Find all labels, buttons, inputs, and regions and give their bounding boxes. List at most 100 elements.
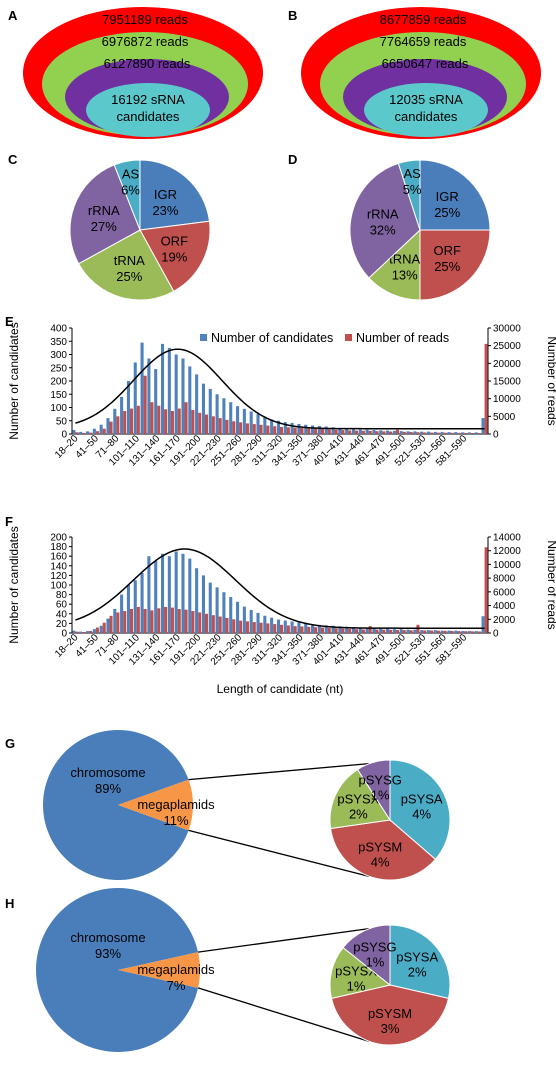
ellipse-a-layer-4 [86,83,210,137]
bar-candidates [317,426,321,434]
sub-slice-psysa [389,924,451,999]
bar-reads [109,421,113,434]
y2-tick-label: 12000 [493,546,521,557]
bar-candidates [215,394,219,434]
y-tick-label: 100 [50,403,67,414]
bar-reads [436,432,440,434]
pie-slice-orf [419,229,491,301]
bar-reads [204,414,209,434]
y-tick-label: 120 [50,571,67,582]
bar-candidates [113,609,117,633]
bar-reads [116,416,120,434]
bar-reads [252,622,256,633]
panel-label-c: C [8,152,18,167]
bar-candidates [229,402,233,434]
bar-candidates [399,431,403,434]
bar-reads [280,426,284,434]
bar-candidates [324,625,328,633]
bar-reads [204,613,209,633]
panel-label-g: G [5,736,15,751]
bar-reads [218,616,222,633]
bar-candidates [433,630,437,633]
bar-reads [123,611,127,633]
bar-candidates [208,582,212,633]
bar-candidates [249,609,253,633]
bar-candidates [358,627,362,633]
bar-reads [314,428,318,434]
sub-label-psysm: pSYSM [368,1006,412,1021]
label-chromosome: chromosome [70,765,145,780]
bar-reads [423,432,427,434]
bar-chart-e: 0 50 100 150 200 250 300 350 400 0 5000 10000 15000 2… [7,322,556,468]
bar-candidates [440,630,444,633]
y2-tick-label: 0 [493,430,499,441]
bar-reads [341,430,345,434]
bar-candidates [195,374,199,434]
bar-reads [239,422,243,434]
connector-line-bottom [197,987,370,1043]
bar-candidates [270,419,274,434]
bar-reads [320,627,324,633]
pie-pct-rrna: 32% [370,222,396,237]
y-tick-label: 60 [56,600,68,611]
bar-reads [484,343,488,434]
bar-candidates [461,432,465,434]
bar-candidates [481,418,485,434]
pie-pct-orf: 19% [161,249,187,264]
bar-reads [382,629,386,633]
y2-tick-label: 2000 [493,615,516,626]
sub-slice-psysx [329,946,392,999]
bar-reads [286,427,290,434]
y-tick-label: 0 [61,629,67,640]
bar-reads [464,432,468,434]
x-axis-title: Length of candidate (nt) [217,682,344,696]
bar-candidates [379,430,383,434]
pie-pct-trna: 13% [392,267,418,282]
bar-candidates [72,430,76,434]
pct-chromosome: 93% [95,946,121,961]
bar-reads [157,405,161,434]
bar-candidates [147,556,151,633]
bar-reads [457,432,461,434]
label-megaplamids: megaplamids [137,797,215,812]
fit-curve [75,348,485,430]
bar-reads [280,624,284,633]
bar-reads [341,628,345,633]
bar-candidates [167,556,171,633]
bar-reads [477,631,481,633]
pie-label-igr: IGR [436,189,459,204]
bar-candidates [249,411,253,434]
bar-reads [225,419,229,434]
bar-reads [300,626,304,633]
pct-megaplamids: 11% [163,813,188,828]
bar-candidates [365,429,369,434]
bar-reads [430,432,434,434]
bar-candidates [406,431,410,434]
bar-candidates [392,629,396,633]
sub-label-psysa: pSYSA [401,792,443,807]
bar-reads [170,607,174,633]
ellipse-a-label-3: 6127890 reads [104,56,191,71]
slice-chromosome [42,729,189,881]
bar-candidates [338,428,342,434]
y2-tick-label: 14000 [493,533,521,544]
bar-reads [450,432,454,434]
bar-reads [484,547,488,633]
bar-reads [177,408,181,434]
bar-reads [109,615,113,633]
pie-slice-igr [139,159,211,231]
bar-reads [443,432,447,434]
fit-curve [75,548,485,629]
bar-candidates [263,416,267,434]
legend-label-reads: Number of reads [356,331,449,345]
bar-reads [164,409,168,434]
bar-reads [89,630,93,633]
bar-candidates [311,624,315,633]
bar-candidates [229,597,233,633]
bar-reads [150,610,154,633]
pie-slice-as [397,159,421,231]
ellipse-b-label-3: 6650647 reads [382,56,469,71]
bar-candidates [256,414,260,434]
y-tick-label: 160 [50,552,67,563]
bar-reads [375,629,379,633]
